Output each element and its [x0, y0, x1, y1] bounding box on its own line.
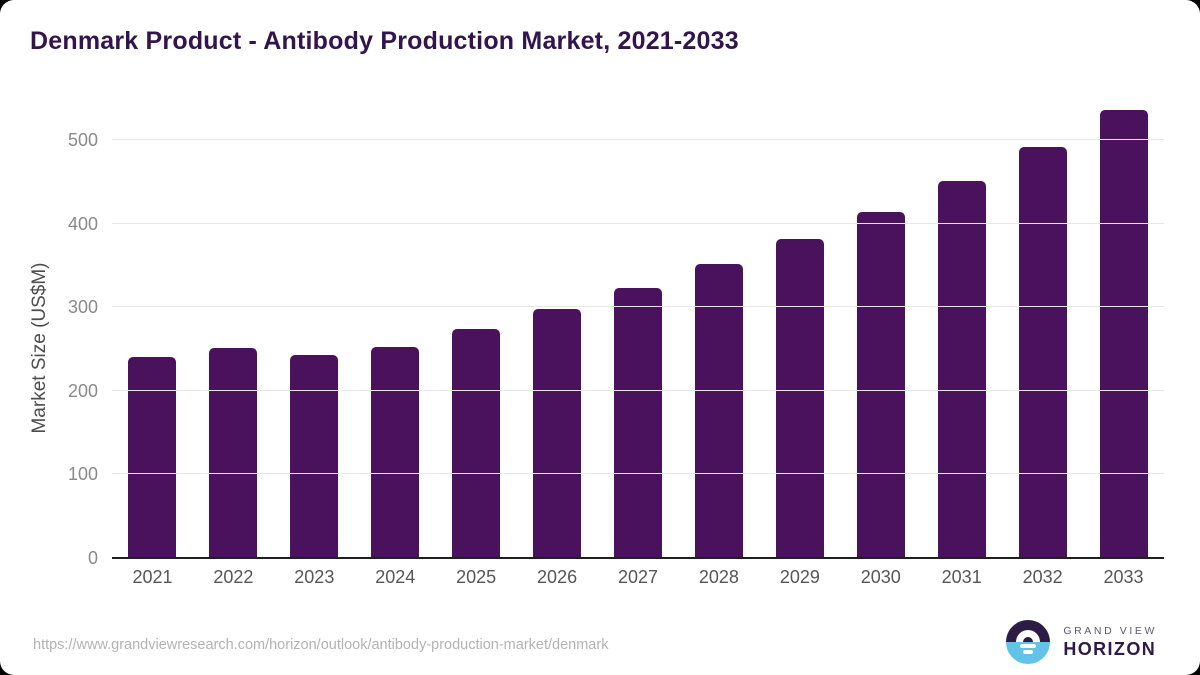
x-tick-label-2032: 2032: [1022, 567, 1063, 587]
bar-column-2030: [840, 140, 921, 558]
gridline-300: [112, 306, 1164, 308]
bar-column-2031: [921, 140, 1002, 558]
bar-2024: [371, 347, 420, 558]
bar-2021: [128, 356, 177, 558]
brand-logo: GRAND VIEW HORIZON: [1006, 620, 1157, 664]
x-tick-label-2027: 2027: [617, 567, 659, 587]
source-url: https://www.grandviewresearch.com/horizo…: [33, 637, 609, 653]
x-axis-labels: 2021 2022 2023 2024 2025 2026 2027 2028 2029 2030…: [112, 567, 1164, 588]
brand-wordmark: GRAND VIEW HORIZON: [1063, 625, 1157, 660]
x-tick-label-2033: 2033: [1103, 567, 1144, 587]
x-axis-line: [112, 557, 1164, 559]
bar-2027: [613, 287, 662, 558]
bar-column-2033: [1083, 109, 1164, 558]
y-tick-label-0: 0: [87, 548, 98, 568]
bar-2031: [937, 180, 986, 558]
x-tick-label-2022: 2022: [213, 567, 254, 587]
bar-column-2027: [598, 140, 679, 558]
bar-column-2025: [436, 140, 517, 558]
x-tick-label-2021: 2021: [132, 567, 173, 587]
brand-name-bottom: HORIZON: [1063, 638, 1157, 659]
bar-2025: [452, 328, 501, 558]
bar-column-2028: [678, 140, 759, 558]
gridline-400: [112, 222, 1164, 224]
x-tick-label-2024: 2024: [375, 567, 416, 587]
bar-2029: [775, 239, 824, 558]
bar-2028: [694, 263, 743, 558]
x-tick-label-2023: 2023: [294, 567, 335, 587]
y-tick-label-500: 500: [67, 130, 98, 150]
x-tick-label-2030: 2030: [860, 567, 901, 587]
bar-column-2021: [112, 140, 193, 558]
gridline-500: [112, 139, 1164, 140]
bar-2030: [856, 211, 905, 558]
horizon-sun-icon: [1006, 620, 1051, 664]
bar-column-2032: [1002, 140, 1083, 558]
bar-2022: [209, 348, 258, 558]
x-tick-label-2029: 2029: [779, 567, 820, 587]
x-tick-label-2031: 2031: [941, 567, 982, 587]
bar-column-2022: [193, 140, 274, 558]
logo-reflection-stripe: [1020, 644, 1037, 648]
bar-2026: [533, 308, 582, 558]
bar-column-2026: [517, 140, 598, 558]
y-axis-label: Market Size (US$M): [29, 262, 50, 434]
bar-column-2023: [274, 140, 355, 558]
page-title: Denmark Product - Antibody Production Ma…: [30, 27, 739, 55]
brand-name-top: GRAND VIEW: [1063, 624, 1157, 637]
gridline-200: [112, 389, 1164, 391]
bar-column-2024: [355, 140, 436, 558]
bar-column-2029: [759, 140, 840, 558]
x-tick-label-2026: 2026: [537, 567, 578, 587]
logo-sun-arch: [1016, 630, 1041, 642]
logo-reflection-stripe: [1023, 650, 1034, 654]
bar-2033: [1099, 109, 1148, 558]
x-tick-label-2025: 2025: [456, 567, 497, 587]
plot-area: 0 100 200 300 400 500: [68, 109, 1164, 567]
bar-2032: [1018, 146, 1067, 558]
bar-series: [112, 109, 1164, 558]
logo-sun-arch-hole: [1023, 637, 1034, 642]
y-tick-label-200: 200: [67, 380, 98, 401]
y-tick-label-300: 300: [67, 297, 98, 318]
y-tick-label-400: 400: [67, 213, 98, 234]
x-tick-label-2028: 2028: [698, 567, 739, 587]
bar-2023: [290, 354, 339, 558]
y-tick-label-100: 100: [67, 464, 98, 485]
gridline-100: [112, 473, 1164, 475]
